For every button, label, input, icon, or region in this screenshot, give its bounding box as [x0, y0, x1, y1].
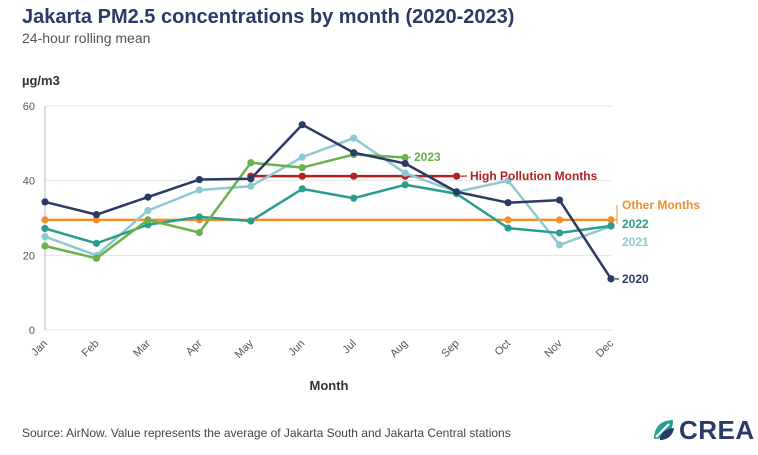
- series-other-months: [41, 216, 615, 224]
- data-point-2020: [144, 193, 152, 201]
- data-point-2021: [144, 206, 152, 215]
- x-tick-label: Sep: [439, 338, 461, 360]
- data-point-2020: [41, 198, 49, 206]
- data-point-2021: [401, 169, 409, 177]
- series-label-2020: 2020: [622, 272, 649, 286]
- y-tick-label: 60: [23, 101, 35, 113]
- series-layer: [41, 121, 615, 283]
- data-point-2021: [41, 233, 49, 241]
- x-tick-label: Dec: [594, 337, 617, 360]
- series-line-2020: [43, 123, 613, 281]
- leader-2023: [409, 156, 412, 159]
- data-point-2023: [247, 159, 255, 167]
- data-point-2023: [41, 242, 49, 250]
- data-point-2020: [453, 188, 461, 196]
- data-point-2021: [350, 134, 358, 142]
- series-line-2023: [43, 153, 407, 260]
- data-point-other-months: [504, 216, 512, 224]
- data-point-2020: [504, 199, 512, 207]
- data-point-2023: [144, 216, 152, 224]
- data-point-high-pollution-months: [350, 172, 358, 180]
- series-2021: [41, 134, 615, 259]
- series-label-2022: 2022: [622, 217, 649, 231]
- data-point-2022: [401, 181, 409, 189]
- data-point-other-months: [41, 216, 49, 224]
- data-point-2022: [555, 229, 564, 237]
- data-point-2020: [555, 196, 564, 204]
- data-point-2022: [92, 239, 101, 247]
- data-point-2022: [247, 217, 255, 225]
- data-point-2020: [195, 175, 203, 184]
- data-point-2022: [41, 224, 49, 233]
- data-point-2020: [401, 159, 409, 168]
- series-label-2023: 2023: [414, 150, 441, 164]
- series-label-other-months: Other Months: [622, 198, 700, 212]
- crea-logo: CREA: [651, 414, 755, 446]
- x-tick-label: Jun: [286, 338, 307, 359]
- x-tick-label: Oct: [493, 338, 514, 359]
- data-point-2023: [195, 228, 203, 237]
- x-tick-label: Feb: [80, 338, 102, 360]
- data-point-2022: [504, 224, 512, 232]
- source-note: Source: AirNow. Value represents the ave…: [22, 426, 511, 440]
- data-point-2023: [401, 153, 409, 162]
- data-point-2020: [350, 149, 358, 157]
- y-tick-label: 40: [23, 176, 35, 188]
- data-point-2021: [247, 182, 255, 190]
- data-point-high-pollution-months: [298, 172, 306, 180]
- data-point-2020: [298, 121, 306, 129]
- x-axis-label: Month: [310, 378, 349, 393]
- chart-title: Jakarta PM2.5 concentrations by month (2…: [22, 6, 515, 28]
- data-point-2022: [195, 213, 203, 221]
- series-2022: [41, 181, 615, 247]
- chart-subtitle: 24-hour rolling mean: [22, 30, 151, 46]
- data-point-2020: [92, 211, 101, 219]
- data-point-other-months: [555, 216, 564, 224]
- data-point-2020: [247, 175, 255, 183]
- series-label-2021: 2021: [622, 235, 649, 249]
- data-point-high-pollution-months: [453, 172, 461, 180]
- series-line-2021: [43, 136, 613, 257]
- y-tick-label: 0: [29, 325, 35, 337]
- x-tick-label: Apr: [184, 337, 205, 358]
- x-tick-label: Mar: [131, 337, 153, 359]
- data-point-2021: [195, 186, 203, 194]
- data-point-2022: [350, 194, 358, 202]
- x-tick-label: Jul: [340, 338, 358, 356]
- x-tick-label: Nov: [542, 337, 565, 360]
- data-point-2021: [504, 177, 512, 185]
- grid-layer: [45, 105, 611, 331]
- y-tick-label: 20: [23, 250, 35, 262]
- x-tick-label: Aug: [388, 338, 410, 360]
- data-point-2021: [555, 241, 564, 249]
- series-label-layer: 2020 2021 2022 2023 High Pollution Months Oth…: [409, 150, 700, 286]
- data-point-2023: [298, 164, 306, 172]
- data-point-other-months: [92, 216, 101, 224]
- x-tick-label: May: [233, 337, 257, 361]
- series-label-high-pollution-months: High Pollution Months: [470, 169, 598, 183]
- data-point-2023: [92, 254, 101, 262]
- data-point-2022: [298, 185, 306, 193]
- data-point-2020: [607, 275, 615, 283]
- axis-layer: µg/m3 Month 0 20 40 60 Jan Feb Mar Apr May Jun Jul…: [22, 73, 616, 393]
- data-point-2021: [298, 153, 306, 161]
- data-point-other-months: [607, 216, 615, 224]
- data-point-2022: [607, 222, 615, 230]
- series-2020: [41, 121, 615, 283]
- crea-leaf-icon: [654, 420, 674, 440]
- leader-other-months: [613, 205, 618, 224]
- crea-logo-text: CREA: [679, 414, 755, 445]
- series-2023: [41, 150, 409, 262]
- y-axis-label: µg/m3: [22, 73, 60, 88]
- x-tick-label: Jan: [29, 338, 50, 359]
